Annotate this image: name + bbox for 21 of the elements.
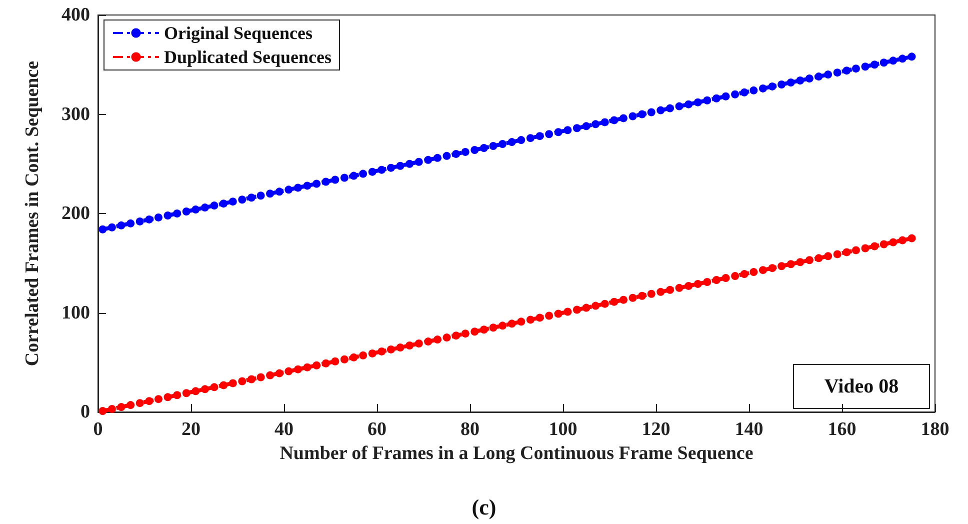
x-tick-label: 20 [182,419,200,440]
x-tick-label: 160 [828,419,856,440]
legend-label: Original Sequences [164,23,313,43]
y-tick-label: 0 [80,402,90,422]
x-tick-label: 100 [548,419,578,440]
x-tick-label: 0 [93,419,103,440]
y-axis-title: Correlated Frames in Cont. Sequence [22,60,43,366]
y-tick-label: 100 [62,302,90,324]
x-tick-label: 80 [460,419,480,440]
y-tick-label: 300 [62,104,90,125]
y-tick-label: 400 [62,4,90,26]
y-tick-label: 200 [62,203,90,224]
annotation: Video 08 [824,376,899,398]
legend-label: Duplicated Sequences [164,47,332,67]
text: (c) [472,494,496,520]
x-tick-label: 120 [642,419,670,440]
x-tick-label: 40 [274,419,294,440]
x-axis-title: Number of Frames in a Long Continuous Frame Sequence [280,443,754,464]
x-tick-label: 140 [734,419,764,440]
x-tick-label: 60 [368,419,386,440]
x-tick-label: 180 [920,419,950,440]
